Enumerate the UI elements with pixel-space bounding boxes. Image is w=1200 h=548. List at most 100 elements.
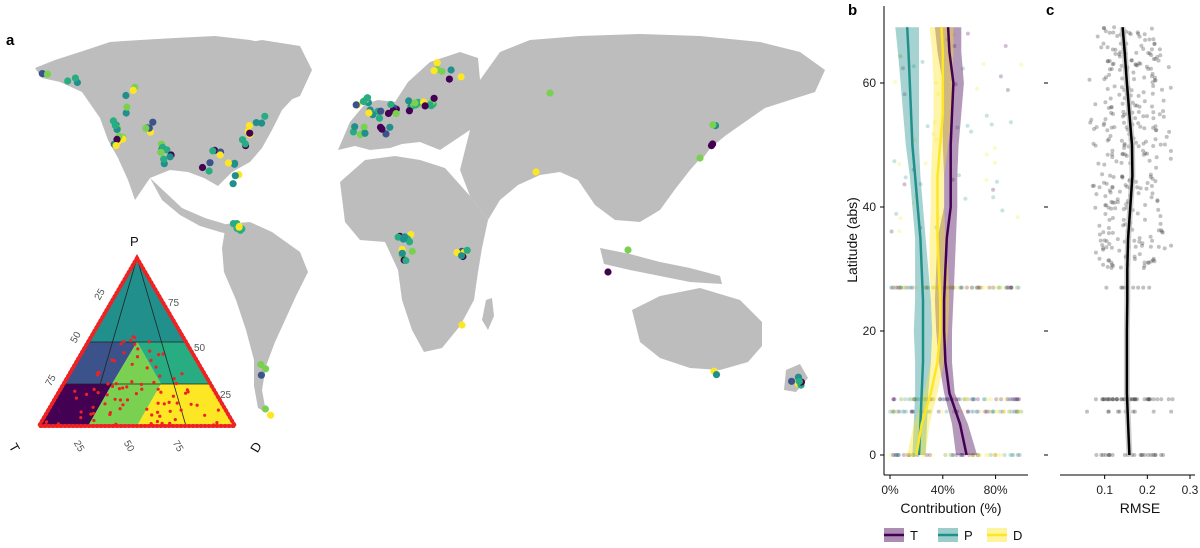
- panel-c-raw-point: [1110, 155, 1115, 159]
- ternary-sample-points: [44, 335, 220, 428]
- panel-c-raw-point: [1153, 179, 1158, 184]
- panel-b-raw-point: [1017, 397, 1022, 402]
- map-site-dot: [43, 70, 52, 78]
- map-site-dot: [261, 112, 269, 120]
- panel-c-raw-point: [1160, 87, 1164, 92]
- panel-c-raw-point: [1133, 397, 1138, 402]
- panel-c-raw-point: [1111, 61, 1116, 66]
- map-site-dot: [157, 148, 165, 156]
- panel-c-raw-point: [1137, 236, 1142, 241]
- panel-b-raw-point: [990, 409, 995, 414]
- panel-c-raw-point: [1111, 397, 1116, 402]
- panel-c-raw-point: [1091, 141, 1096, 146]
- panel-b-raw-point: [932, 285, 937, 290]
- greenland-landmass: [228, 40, 312, 104]
- panel-c-raw-point: [1142, 260, 1147, 265]
- panel-c-raw-point: [1151, 125, 1156, 130]
- panel-b-raw-point: [911, 64, 916, 69]
- panel-b-raw-point: [963, 285, 967, 290]
- panel-c-raw-point: [1112, 25, 1117, 30]
- ternary-point: [158, 374, 162, 378]
- panel-b-raw-point: [1014, 285, 1019, 290]
- panel-b-raw-point: [891, 409, 896, 414]
- panel-c-raw-point: [1135, 185, 1140, 190]
- panel-b-raw-point: [971, 397, 976, 402]
- panel-b-raw-point: [971, 397, 976, 402]
- panel-b-raw-point: [891, 285, 896, 290]
- ternary-point: [114, 382, 118, 386]
- ternary-point: [96, 391, 100, 395]
- panel-b-raw-point: [983, 453, 988, 457]
- panel-c-raw-point: [1120, 174, 1125, 179]
- panel-c-raw-point: [1155, 199, 1160, 204]
- panel-c-raw-point: [1122, 112, 1127, 117]
- ternary-point: [140, 387, 144, 391]
- panel-c-raw-point: [1168, 149, 1173, 153]
- panel-b-raw-point: [912, 397, 917, 402]
- ternary-point: [184, 391, 188, 395]
- ternary-point: [91, 405, 95, 409]
- panel-b-raw-point: [983, 397, 987, 402]
- panel-c-raw-point: [1118, 50, 1123, 55]
- panel-b-raw-point: [995, 285, 1000, 290]
- panel-b-raw-point: [946, 285, 951, 290]
- ternary-point: [154, 365, 158, 369]
- panel-c-raw-point: [1130, 397, 1135, 402]
- panel-b-raw-point: [1012, 397, 1017, 402]
- panel-b-raw-point: [931, 285, 936, 290]
- ternary-point: [162, 402, 166, 406]
- panel-b-raw-point: [996, 409, 1000, 414]
- panel-c-raw-point: [1119, 397, 1123, 402]
- panel-c-raw-point: [1153, 78, 1158, 83]
- panel-c-raw-point: [1117, 52, 1121, 57]
- ternary-point: [119, 342, 123, 346]
- map-site-dot: [438, 67, 446, 75]
- panel-b-raw-point: [1009, 409, 1014, 414]
- panel-c-raw-point: [1110, 185, 1115, 190]
- panel-c-raw-point: [1159, 397, 1164, 402]
- ternary-point: [158, 414, 162, 418]
- panel-c-raw-point: [1129, 58, 1134, 63]
- panel-b-raw-point: [893, 79, 898, 84]
- map-site-dot: [123, 103, 131, 111]
- panel-b-raw-point: [975, 86, 980, 91]
- panel-b-raw-point: [897, 409, 902, 414]
- ternary-point: [112, 359, 117, 363]
- panel-c-raw-point: [1158, 221, 1163, 226]
- panel-b-raw-point: [1014, 409, 1019, 414]
- map-site-dot: [405, 238, 414, 246]
- panel-c-raw-point: [1115, 397, 1119, 402]
- panel-b-raw-point: [976, 409, 981, 414]
- panel-b-raw-point: [895, 409, 900, 414]
- panel-b-raw-point: [984, 152, 989, 157]
- panel-b-raw-point: [957, 285, 962, 290]
- panel-b-raw-point: [996, 397, 1001, 402]
- panel-c-raw-point: [1162, 246, 1167, 251]
- panel-b-raw-point: [911, 397, 916, 402]
- panel-c-raw-point: [1105, 152, 1110, 157]
- map-site-dot: [377, 107, 385, 115]
- panel-c-raw-point: [1101, 246, 1106, 251]
- panel-c-raw-point: [1153, 137, 1158, 142]
- panel-b-raw-point: [920, 59, 925, 64]
- panel-b-raw-point: [978, 285, 983, 290]
- panel-b-raw-point: [909, 453, 914, 457]
- panel-c-raw-point: [1159, 453, 1164, 457]
- panel-c-raw-point: [1151, 144, 1156, 148]
- panel-b-raw-point: [911, 453, 916, 457]
- panel-b-raw-point: [888, 409, 893, 414]
- ternary-point: [56, 422, 61, 426]
- panel-c-raw-point: [1106, 409, 1111, 414]
- map-site-dot: [712, 371, 721, 379]
- map-site-dot: [149, 118, 157, 126]
- panel-b-raw-point: [1006, 397, 1011, 402]
- panel-b-raw-point: [924, 285, 929, 290]
- panel-b-raw-point: [970, 285, 975, 290]
- panel-b-raw-point: [934, 285, 939, 290]
- panel-c-raw-point: [1121, 207, 1126, 212]
- panel-c-raw-point: [1167, 129, 1172, 134]
- panel-c-raw-point: [1097, 223, 1102, 228]
- panel-c-raw-point: [1113, 47, 1118, 52]
- panel-c-raw-point: [1141, 90, 1146, 95]
- panel-b-raw-point: [994, 397, 999, 402]
